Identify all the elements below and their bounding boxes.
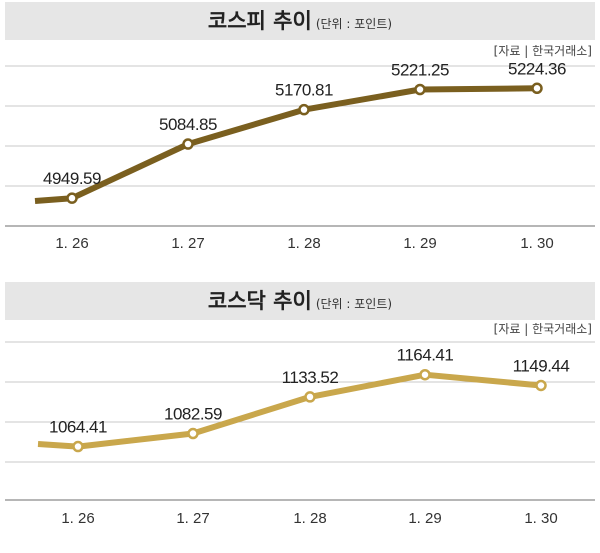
- chart-2: 코스닥 추이 (단위 : 포인트) [자료 | 한국거래소] 1064.41 1082.…: [5, 282, 595, 527]
- data-point: [531, 82, 543, 95]
- value-label: 1149.44: [513, 356, 570, 375]
- chart-title: 코스피 추이 (단위 : 포인트): [208, 9, 392, 33]
- value-label: 5170.81: [275, 81, 333, 100]
- chart-title-text: 코스피 추이: [208, 9, 312, 33]
- source-label: [자료 | 한국거래소]: [494, 44, 592, 58]
- x-tick-label: 1. 27: [171, 235, 204, 252]
- data-point: [66, 192, 78, 204]
- value-label: 5084.85: [159, 115, 217, 134]
- chart-title: 코스닥 추이 (단위 : 포인트): [208, 289, 392, 313]
- data-point: [72, 440, 84, 453]
- data-point: [182, 138, 194, 150]
- data-point: [187, 427, 199, 440]
- source-label: [자료 | 한국거래소]: [494, 322, 592, 336]
- chart-1: 코스피 추이 (단위 : 포인트) [자료 | 한국거래소] 4949.59 5084.…: [5, 2, 595, 252]
- data-point: [535, 379, 547, 392]
- value-label: 5221.25: [391, 61, 449, 80]
- title-band: [5, 282, 595, 320]
- x-tick-label: 1. 29: [408, 510, 441, 527]
- series-line: [34, 85, 538, 204]
- value-label: 1064.41: [49, 418, 107, 437]
- x-tick-label: 1. 28: [287, 235, 320, 252]
- value-label: 1133.52: [282, 368, 339, 387]
- chart-unit-text: (단위 : 포인트): [316, 17, 392, 31]
- chart-title-text: 코스닥 추이: [208, 289, 312, 313]
- x-tick-label: 1. 27: [176, 510, 209, 527]
- x-tick-label: 1. 26: [55, 235, 88, 252]
- series-line: [37, 371, 542, 450]
- value-label: 1164.41: [397, 346, 454, 365]
- data-point: [304, 391, 316, 403]
- x-tick-label: 1. 30: [524, 510, 557, 527]
- x-tick-label: 1. 30: [520, 235, 553, 252]
- x-tick-label: 1. 26: [61, 510, 94, 527]
- chart-unit-text: (단위 : 포인트): [316, 297, 392, 311]
- data-point: [414, 83, 426, 96]
- data-point: [298, 103, 310, 116]
- value-label: 1082.59: [164, 405, 222, 424]
- title-band: [5, 2, 595, 40]
- value-label: 4949.59: [43, 169, 101, 188]
- value-label: 5224.36: [508, 59, 566, 78]
- data-point: [419, 368, 431, 381]
- x-tick-label: 1. 29: [403, 235, 436, 252]
- x-tick-label: 1. 28: [293, 510, 326, 527]
